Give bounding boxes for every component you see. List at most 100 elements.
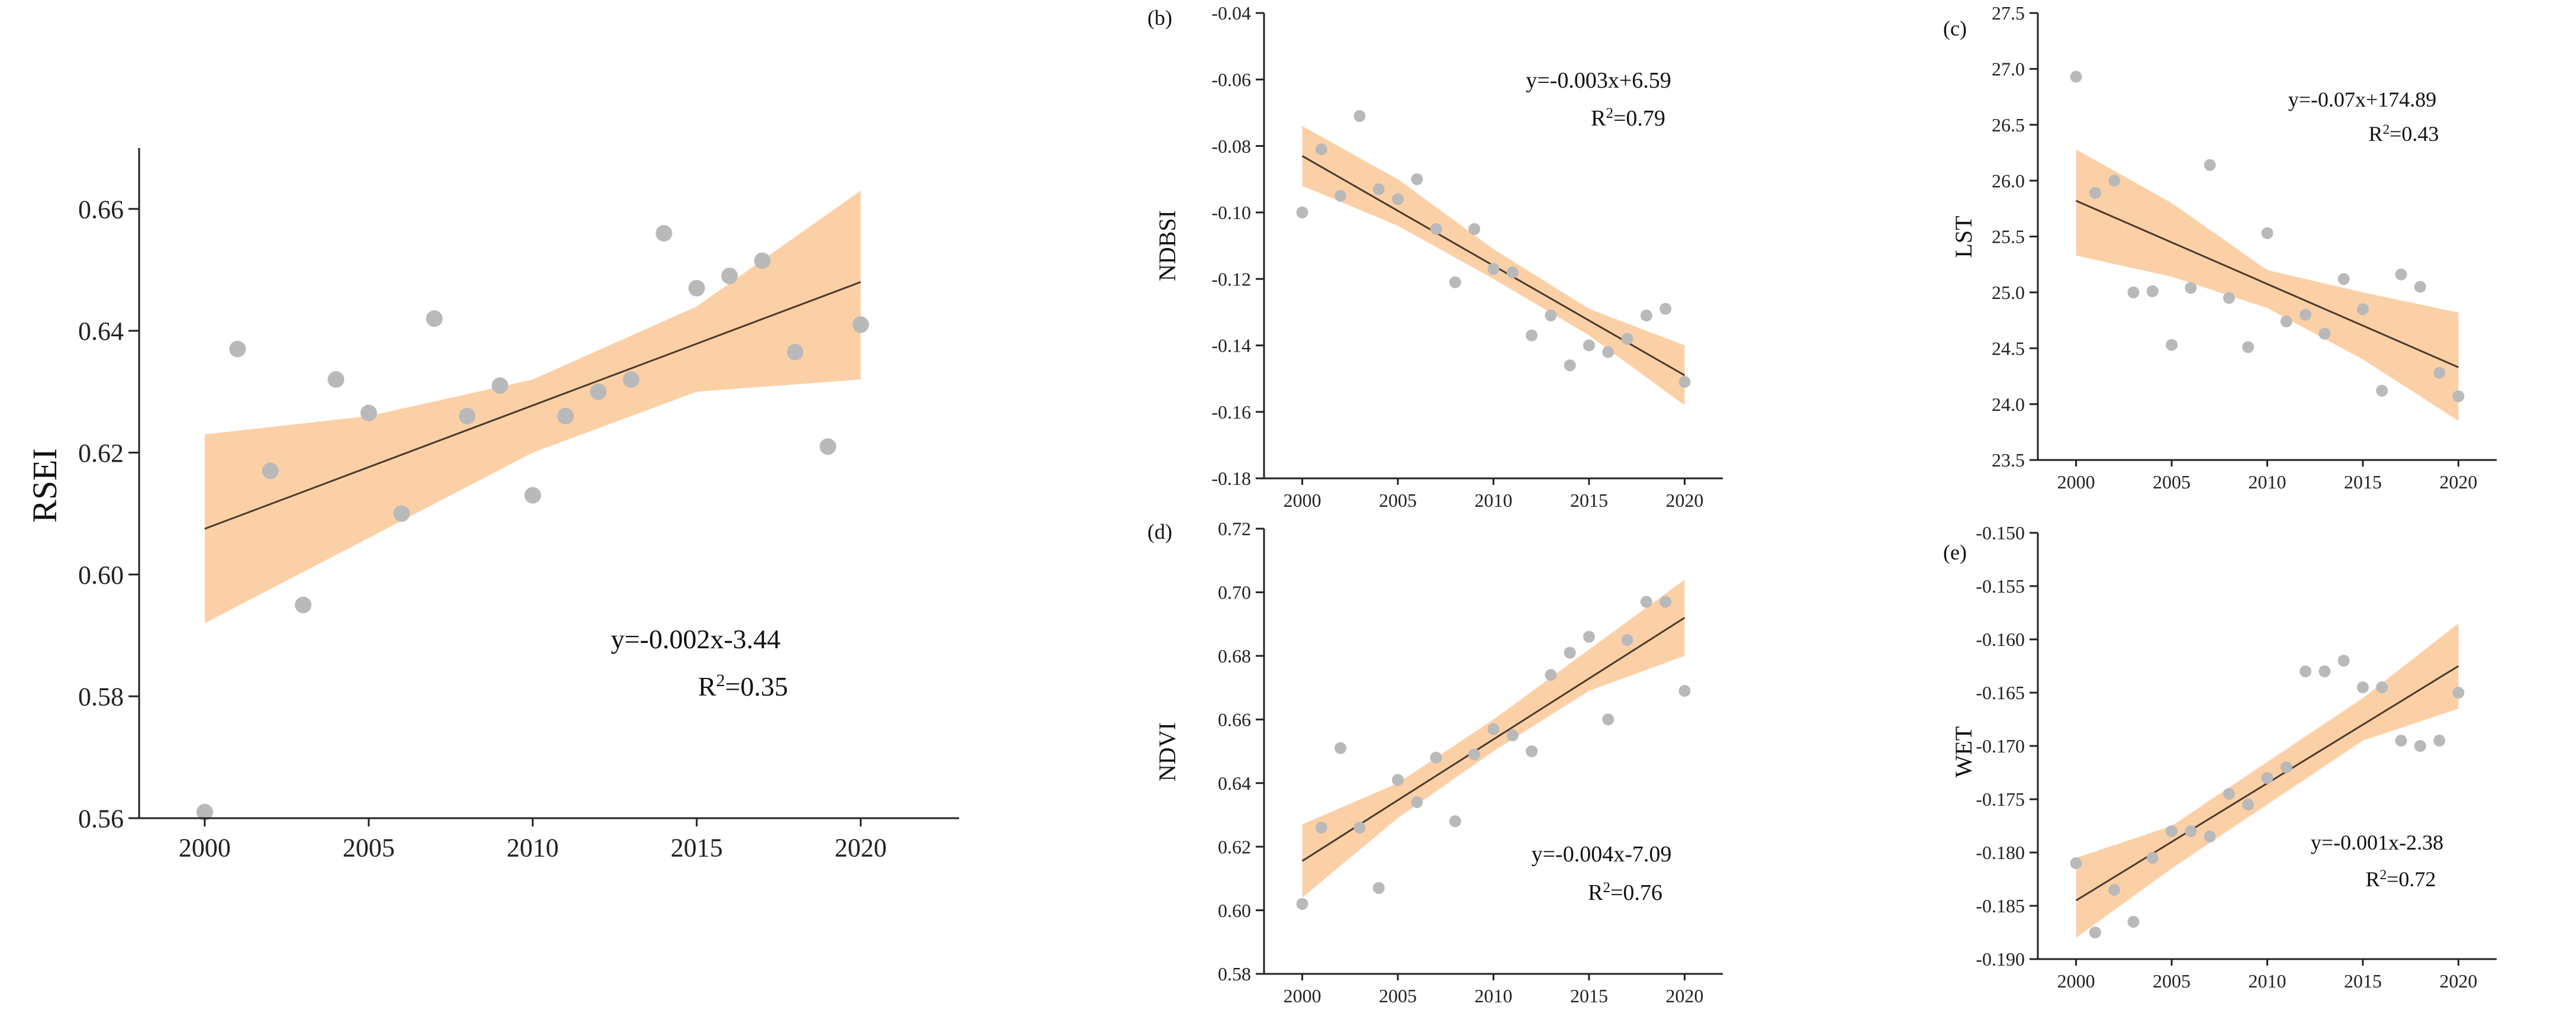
data-point [2070, 857, 2082, 869]
data-point [2223, 788, 2235, 800]
y-tick-label: 0.68 [1218, 645, 1251, 667]
data-point [2300, 665, 2312, 677]
r-squared: R2=0.72 [2366, 867, 2436, 892]
data-point [262, 462, 279, 480]
data-point [491, 377, 509, 394]
data-point [2146, 852, 2159, 864]
data-point [2261, 227, 2273, 239]
data-point [557, 407, 574, 424]
data-point [1411, 796, 1423, 808]
data-point [1315, 143, 1327, 156]
chart-panel-wet: -0.190 -0.185 -0.180 -0.175 -0.170 -0.165 -0.1… [1943, 522, 2497, 992]
y-tick-label: 0.58 [1218, 963, 1251, 985]
y-tick-label: -0.14 [1211, 335, 1251, 356]
y-tick-label: 23.5 [1992, 449, 2025, 471]
data-point [2089, 927, 2101, 938]
data-point [2414, 740, 2426, 752]
x-tick-label: 2020 [2439, 471, 2477, 493]
data-point [2376, 384, 2388, 397]
data-point [1392, 774, 1404, 786]
data-point [1678, 684, 1691, 697]
data-point [1449, 276, 1461, 288]
y-tick-label: 24.0 [1992, 394, 2025, 415]
data-point [393, 505, 410, 522]
data-point [852, 316, 869, 333]
data-point [295, 596, 311, 613]
x-tick-label: 2000 [2057, 970, 2095, 992]
data-point [1526, 745, 1538, 757]
y-tick-label: 26.5 [1992, 114, 2025, 136]
data-point [2204, 831, 2216, 842]
x-tick-label: 2005 [1379, 985, 1417, 1006]
data-point [2280, 315, 2292, 327]
data-point [1602, 713, 1615, 726]
data-point [2242, 799, 2255, 810]
data-point [1583, 631, 1595, 643]
panel-label: (c) [1943, 17, 1967, 40]
regression-equation: y=-0.002x-3.44 [611, 624, 781, 654]
data-point [2185, 825, 2197, 837]
data-point [524, 487, 541, 504]
x-tick-label: 2020 [2439, 970, 2477, 992]
data-point [1660, 596, 1672, 608]
data-point [2185, 282, 2197, 294]
y-tick-label: -0.06 [1211, 69, 1251, 90]
y-axis-title: NDVI [1154, 722, 1181, 781]
y-tick-label: 24.5 [1992, 337, 2025, 359]
data-point [721, 268, 738, 285]
data-point [2395, 735, 2407, 747]
y-tick-label: -0.185 [1976, 895, 2025, 916]
regression-equation: y=-0.07x+174.89 [2288, 88, 2437, 111]
y-tick-label: -0.12 [1211, 268, 1251, 290]
data-point [1621, 333, 1633, 345]
x-tick-label: 2020 [1665, 985, 1703, 1006]
confidence-band [2076, 149, 2459, 421]
data-point [1545, 669, 1557, 681]
data-point [2300, 308, 2312, 321]
x-tick-label: 2020 [835, 834, 887, 863]
y-tick-label: 0.64 [1218, 773, 1251, 794]
data-point [2433, 366, 2446, 379]
data-point [1564, 359, 1576, 372]
y-tick-label: -0.08 [1211, 136, 1251, 157]
y-tick-label: -0.18 [1211, 468, 1251, 489]
data-point [1372, 183, 1385, 195]
y-tick-label: 0.66 [1218, 709, 1251, 730]
x-tick-label: 2000 [2057, 471, 2095, 493]
data-point [1621, 634, 1633, 646]
data-point [2356, 681, 2369, 693]
data-point [819, 438, 837, 455]
data-point [2166, 825, 2178, 837]
y-tick-label: -0.16 [1211, 401, 1251, 423]
r-squared: R2=0.79 [1591, 105, 1665, 131]
data-point [2452, 390, 2465, 403]
panel-label: (e) [1943, 541, 1967, 564]
chart-panel-ndvi: 0.58 0.60 0.62 0.64 0.66 0.68 0.70 0.72 2000 2005… [1147, 518, 1723, 1006]
data-point [1372, 882, 1385, 894]
data-point [1564, 646, 1576, 659]
data-point [1506, 729, 1519, 742]
y-tick-label: -0.190 [1976, 948, 2025, 970]
x-tick-label: 2010 [1475, 985, 1513, 1006]
y-tick-label: 0.64 [78, 317, 124, 346]
y-tick-label: 0.60 [78, 561, 124, 590]
x-tick-label: 2015 [671, 834, 723, 863]
data-point [655, 225, 673, 242]
regression-equation: y=-0.001x-2.38 [2311, 831, 2443, 854]
y-tick-label: 0.58 [78, 683, 124, 712]
data-point [688, 279, 705, 297]
data-point [1296, 206, 1308, 218]
data-point [1660, 303, 1672, 315]
chart-panel-ndbsi: -0.18 -0.16 -0.14 -0.12 -0.10 -0.08 -0.06 -0.04… [1147, 2, 1723, 511]
r-squared: R2=0.43 [2369, 122, 2439, 146]
data-point [1545, 309, 1557, 321]
y-tick-label: -0.170 [1976, 735, 2025, 757]
y-tick-label: 27.5 [1992, 2, 2025, 24]
data-point [2146, 285, 2159, 297]
data-point [1468, 223, 1481, 235]
data-point [1334, 189, 1347, 202]
data-point [2356, 303, 2369, 316]
y-tick-label: -0.04 [1211, 2, 1251, 24]
data-point [327, 371, 345, 388]
